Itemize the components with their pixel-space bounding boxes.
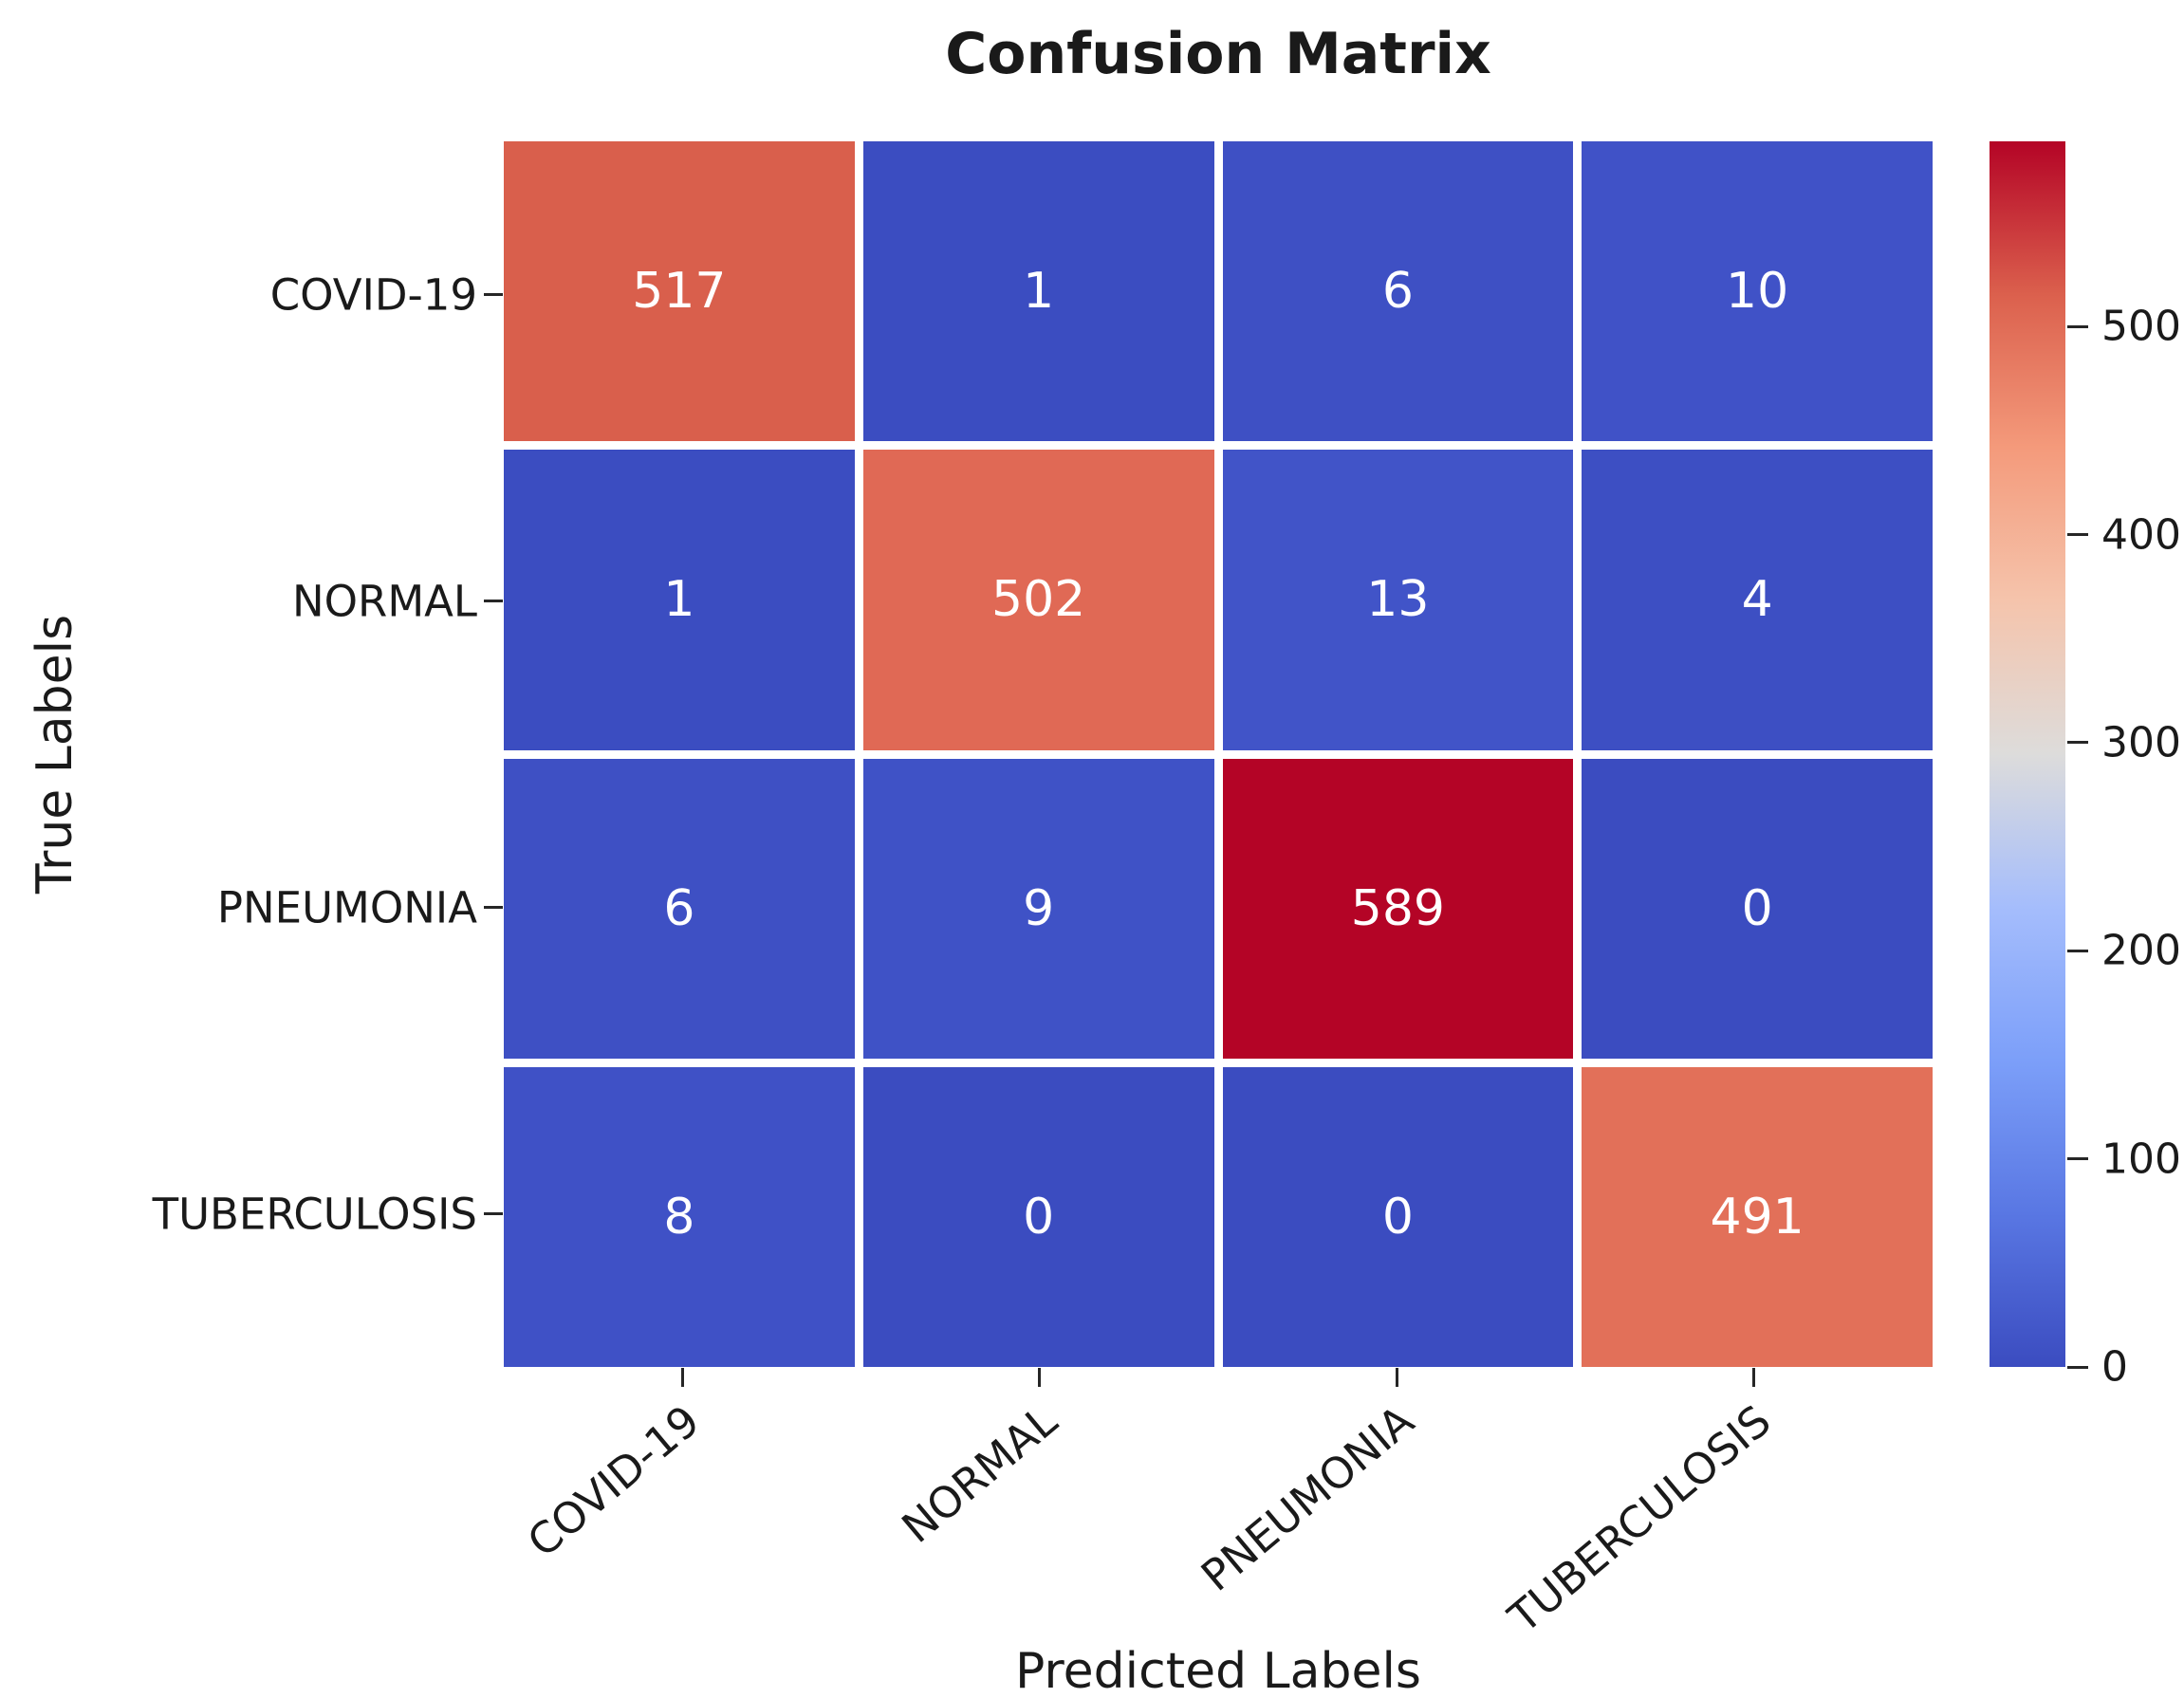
y-tick-mark <box>484 906 503 909</box>
heatmap-cell: 502 <box>862 450 1214 750</box>
x-tick-label: TUBERCULOSIS <box>1499 1395 1781 1643</box>
x-axis-label: Predicted Labels <box>1014 1643 1422 1698</box>
y-tick-label: COVID-19 <box>269 269 477 320</box>
heatmap-cell: 6 <box>504 758 855 1059</box>
heatmap-cell: 1 <box>862 141 1214 442</box>
heatmap-cell: 9 <box>862 758 1214 1059</box>
heatmap-cell: 1 <box>504 450 855 750</box>
y-tick-mark <box>484 293 503 296</box>
heatmap-cell: 0 <box>1222 1066 1574 1367</box>
heatmap-cell: 4 <box>1582 450 1933 750</box>
x-tick-label: PNEUMONIA <box>1192 1395 1424 1601</box>
heatmap-grid: 517 1 6 10 1 502 13 4 6 9 589 0 8 0 0 491 <box>504 141 1933 1367</box>
y-tick-mark <box>484 1212 503 1215</box>
colorbar-tick-mark <box>2067 533 2088 537</box>
colorbar-tick-label: 400 <box>2101 510 2181 560</box>
colorbar-tick-mark <box>2067 1365 2088 1369</box>
x-tick-mark <box>1752 1368 1756 1387</box>
colorbar-tick-mark <box>2067 741 2088 745</box>
x-tick-label: NORMAL <box>892 1395 1066 1553</box>
colorbar-tick-label: 0 <box>2101 1342 2128 1392</box>
heatmap-cell: 0 <box>862 1066 1214 1367</box>
heatmap-cell: 6 <box>1222 141 1574 442</box>
heatmap-cell: 589 <box>1222 758 1574 1059</box>
y-axis-label: True Labels <box>27 614 83 895</box>
x-tick-mark <box>1395 1368 1398 1387</box>
colorbar-tick-label: 200 <box>2101 926 2181 975</box>
heatmap-cell: 491 <box>1582 1066 1933 1367</box>
y-tick-label: TUBERCULOSIS <box>152 1189 477 1239</box>
heatmap-cell: 8 <box>504 1066 855 1367</box>
heatmap-cell: 10 <box>1582 141 1933 442</box>
y-tick-label: NORMAL <box>291 576 477 626</box>
heatmap-cell: 0 <box>1582 758 1933 1059</box>
y-tick-label: PNEUMONIA <box>216 882 477 932</box>
chart-title: Confusion Matrix <box>945 21 1491 87</box>
heatmap-cell: 13 <box>1222 450 1574 750</box>
colorbar-tick-mark <box>2067 324 2088 328</box>
x-tick-mark <box>1038 1368 1042 1387</box>
colorbar-gradient <box>1990 141 2065 1367</box>
colorbar-tick-mark <box>2067 1157 2088 1161</box>
colorbar-tick-label: 300 <box>2101 718 2181 767</box>
colorbar-tick-mark <box>2067 949 2088 952</box>
colorbar-tick-label: 100 <box>2101 1135 2181 1184</box>
x-tick-label: COVID-19 <box>518 1395 710 1567</box>
colorbar-tick-label: 500 <box>2101 302 2181 351</box>
heatmap-cell: 517 <box>504 141 855 442</box>
x-tick-mark <box>680 1368 684 1387</box>
y-tick-mark <box>484 600 503 602</box>
